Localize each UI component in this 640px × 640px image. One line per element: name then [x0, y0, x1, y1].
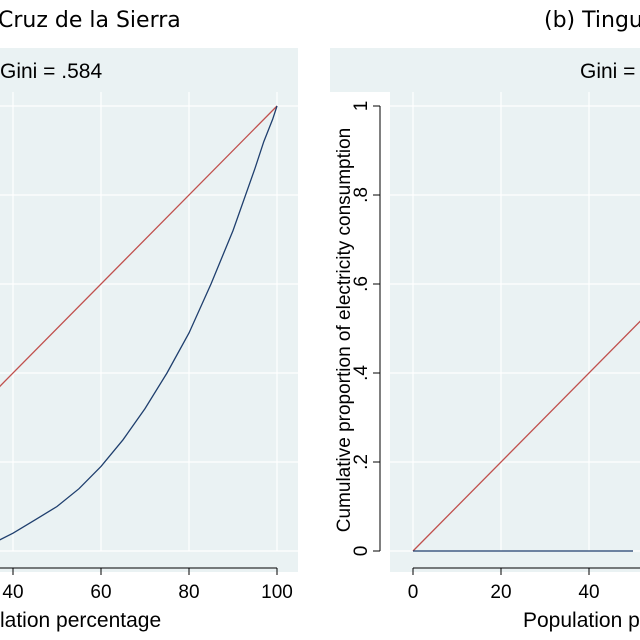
x-axis: 0 20 40	[408, 567, 640, 603]
x-axis-label: Population p	[523, 609, 640, 632]
y-tick-label: .4	[351, 365, 372, 381]
y-tick-label: 0	[351, 546, 372, 557]
y-axis-label: Cumulative proportion of electricity con…	[334, 128, 355, 532]
plot-background	[390, 92, 640, 572]
y-tick-label: .2	[351, 454, 372, 470]
x-tick-label: 20	[490, 582, 511, 603]
left-panel-caption: Cruz de la Sierra	[0, 8, 181, 33]
y-tick-label: 1	[351, 101, 372, 112]
y-tick-label: .6	[351, 276, 372, 292]
line-of-equality	[0, 105, 278, 388]
line-of-equality	[412, 320, 640, 552]
x-tick-label: 80	[178, 582, 199, 603]
right-panel-caption: (b) Tingu	[544, 8, 640, 33]
x-axis: 40 60 80 100	[0, 567, 293, 603]
plot-area	[390, 92, 640, 552]
x-tick-label: 100	[261, 582, 293, 603]
gini-header-band	[330, 48, 640, 92]
plot-area	[0, 92, 298, 552]
panel-1: Gini = .584 40 60 80 100 lation percentage	[0, 48, 298, 632]
gini-header-band	[0, 48, 298, 92]
gini-label: Gini = .584	[0, 60, 102, 83]
lorenz-curve	[0, 105, 278, 541]
gini-label: Gini =	[580, 60, 635, 83]
y-axis: 0 .2 .4 .6 .8 1 Cumulative proportion of elect…	[334, 101, 381, 557]
plot-background	[0, 92, 298, 572]
x-axis-label: lation percentage	[0, 609, 161, 632]
x-tick-label: 60	[90, 582, 111, 603]
x-tick-label: 0	[408, 582, 419, 603]
y-tick-label: .8	[351, 187, 372, 203]
x-tick-label: 40	[2, 582, 23, 603]
x-tick-label: 40	[578, 582, 599, 603]
panel-2: Gini = 0 20 40 Population p 0 .2 .4 .6 .8 1 Cumulat…	[330, 48, 640, 632]
